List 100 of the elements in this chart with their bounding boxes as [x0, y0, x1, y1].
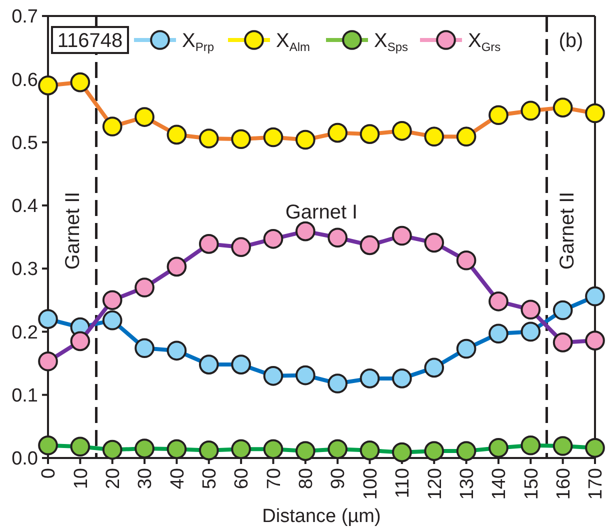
point — [456, 250, 476, 270]
x-tick-label: 40 — [167, 468, 188, 490]
x-tick-label: 150 — [521, 468, 542, 500]
point — [360, 235, 380, 256]
y-tick-label: 0.1 — [12, 386, 38, 407]
point — [70, 436, 90, 457]
point — [585, 438, 605, 458]
point — [231, 129, 251, 150]
point — [38, 309, 58, 329]
x-tick-label: 50 — [200, 468, 221, 490]
x-tick-label: 170 — [586, 468, 607, 500]
x-tick-label: 10 — [70, 468, 92, 490]
point — [198, 128, 219, 148]
x-tick-label: 30 — [135, 468, 156, 490]
legend-label: X$_{Alm}$ — [276, 30, 310, 54]
point — [392, 121, 412, 141]
annotation: (b) — [558, 30, 584, 52]
point — [263, 228, 284, 249]
point — [488, 438, 508, 458]
point — [392, 442, 412, 462]
x-tick-label: 60 — [232, 468, 253, 490]
x-tick-label: 130 — [456, 468, 478, 500]
ref-line-label: Garnet II — [556, 192, 579, 270]
annotation: 116748 — [57, 30, 123, 52]
point — [231, 439, 251, 460]
y-tick-label: 0.3 — [12, 259, 38, 280]
point — [360, 124, 380, 144]
point — [488, 292, 508, 312]
point — [424, 358, 444, 378]
point — [295, 365, 316, 386]
x-tick-label: 80 — [296, 468, 318, 490]
x-tick-label: 100 — [360, 468, 382, 500]
point — [520, 435, 541, 456]
x-tick-label: 110 — [392, 468, 414, 498]
point — [134, 278, 154, 298]
point — [134, 107, 154, 127]
ref-line-label: Garnet II — [62, 192, 84, 270]
point — [520, 100, 541, 121]
point — [456, 126, 476, 147]
annotation: Garnet I — [285, 201, 358, 224]
x-tick-label: 160 — [553, 468, 574, 500]
point — [488, 324, 508, 344]
point — [456, 441, 476, 461]
point — [360, 368, 380, 388]
point — [134, 438, 154, 458]
y-tick-label: 0.6 — [12, 70, 38, 91]
point — [70, 72, 90, 92]
x-tick-label: 20 — [103, 468, 124, 490]
y-tick-label: 0.7 — [12, 6, 38, 28]
point — [102, 440, 122, 460]
x-axis-title: Distance (µm) — [262, 506, 381, 527]
x-tick-label: 90 — [328, 468, 350, 490]
point — [166, 124, 187, 145]
point — [295, 221, 316, 242]
point — [198, 234, 219, 254]
point — [231, 237, 251, 258]
point — [328, 439, 348, 460]
point — [38, 351, 58, 372]
point — [392, 368, 412, 388]
point — [552, 332, 573, 352]
point — [295, 441, 316, 461]
point — [263, 439, 284, 460]
point — [520, 300, 541, 320]
y-tick-label: 0.4 — [12, 196, 38, 218]
point — [102, 290, 122, 310]
y-tick-label: 0.2 — [12, 322, 38, 344]
point — [552, 436, 573, 456]
point — [328, 228, 348, 248]
point — [70, 331, 90, 352]
point — [263, 127, 284, 148]
point — [134, 338, 154, 358]
point — [392, 226, 412, 246]
legend-label: X$_{Grs}$ — [468, 30, 501, 54]
point — [520, 322, 541, 342]
legend-label: X$_{Prp}$ — [182, 30, 214, 54]
point — [585, 330, 605, 350]
point — [102, 310, 122, 330]
x-tick-label: 140 — [489, 468, 510, 500]
point — [328, 374, 348, 394]
point — [456, 338, 476, 359]
point — [585, 286, 605, 306]
point — [585, 103, 605, 124]
point — [102, 116, 122, 136]
point — [166, 340, 187, 361]
point — [360, 440, 380, 460]
point — [263, 366, 284, 386]
point — [328, 122, 348, 143]
point — [198, 354, 219, 374]
point — [295, 130, 316, 150]
x-tick-label: 0 — [38, 468, 60, 479]
legend-label: X$_{Sps}$ — [374, 30, 408, 54]
point — [231, 354, 251, 374]
point — [38, 435, 58, 456]
y-tick-label: 0.0 — [12, 448, 38, 470]
point — [198, 440, 219, 460]
point — [552, 300, 573, 320]
point — [424, 232, 444, 253]
point — [552, 98, 573, 118]
point — [488, 105, 508, 126]
x-tick-label: 120 — [424, 468, 446, 500]
